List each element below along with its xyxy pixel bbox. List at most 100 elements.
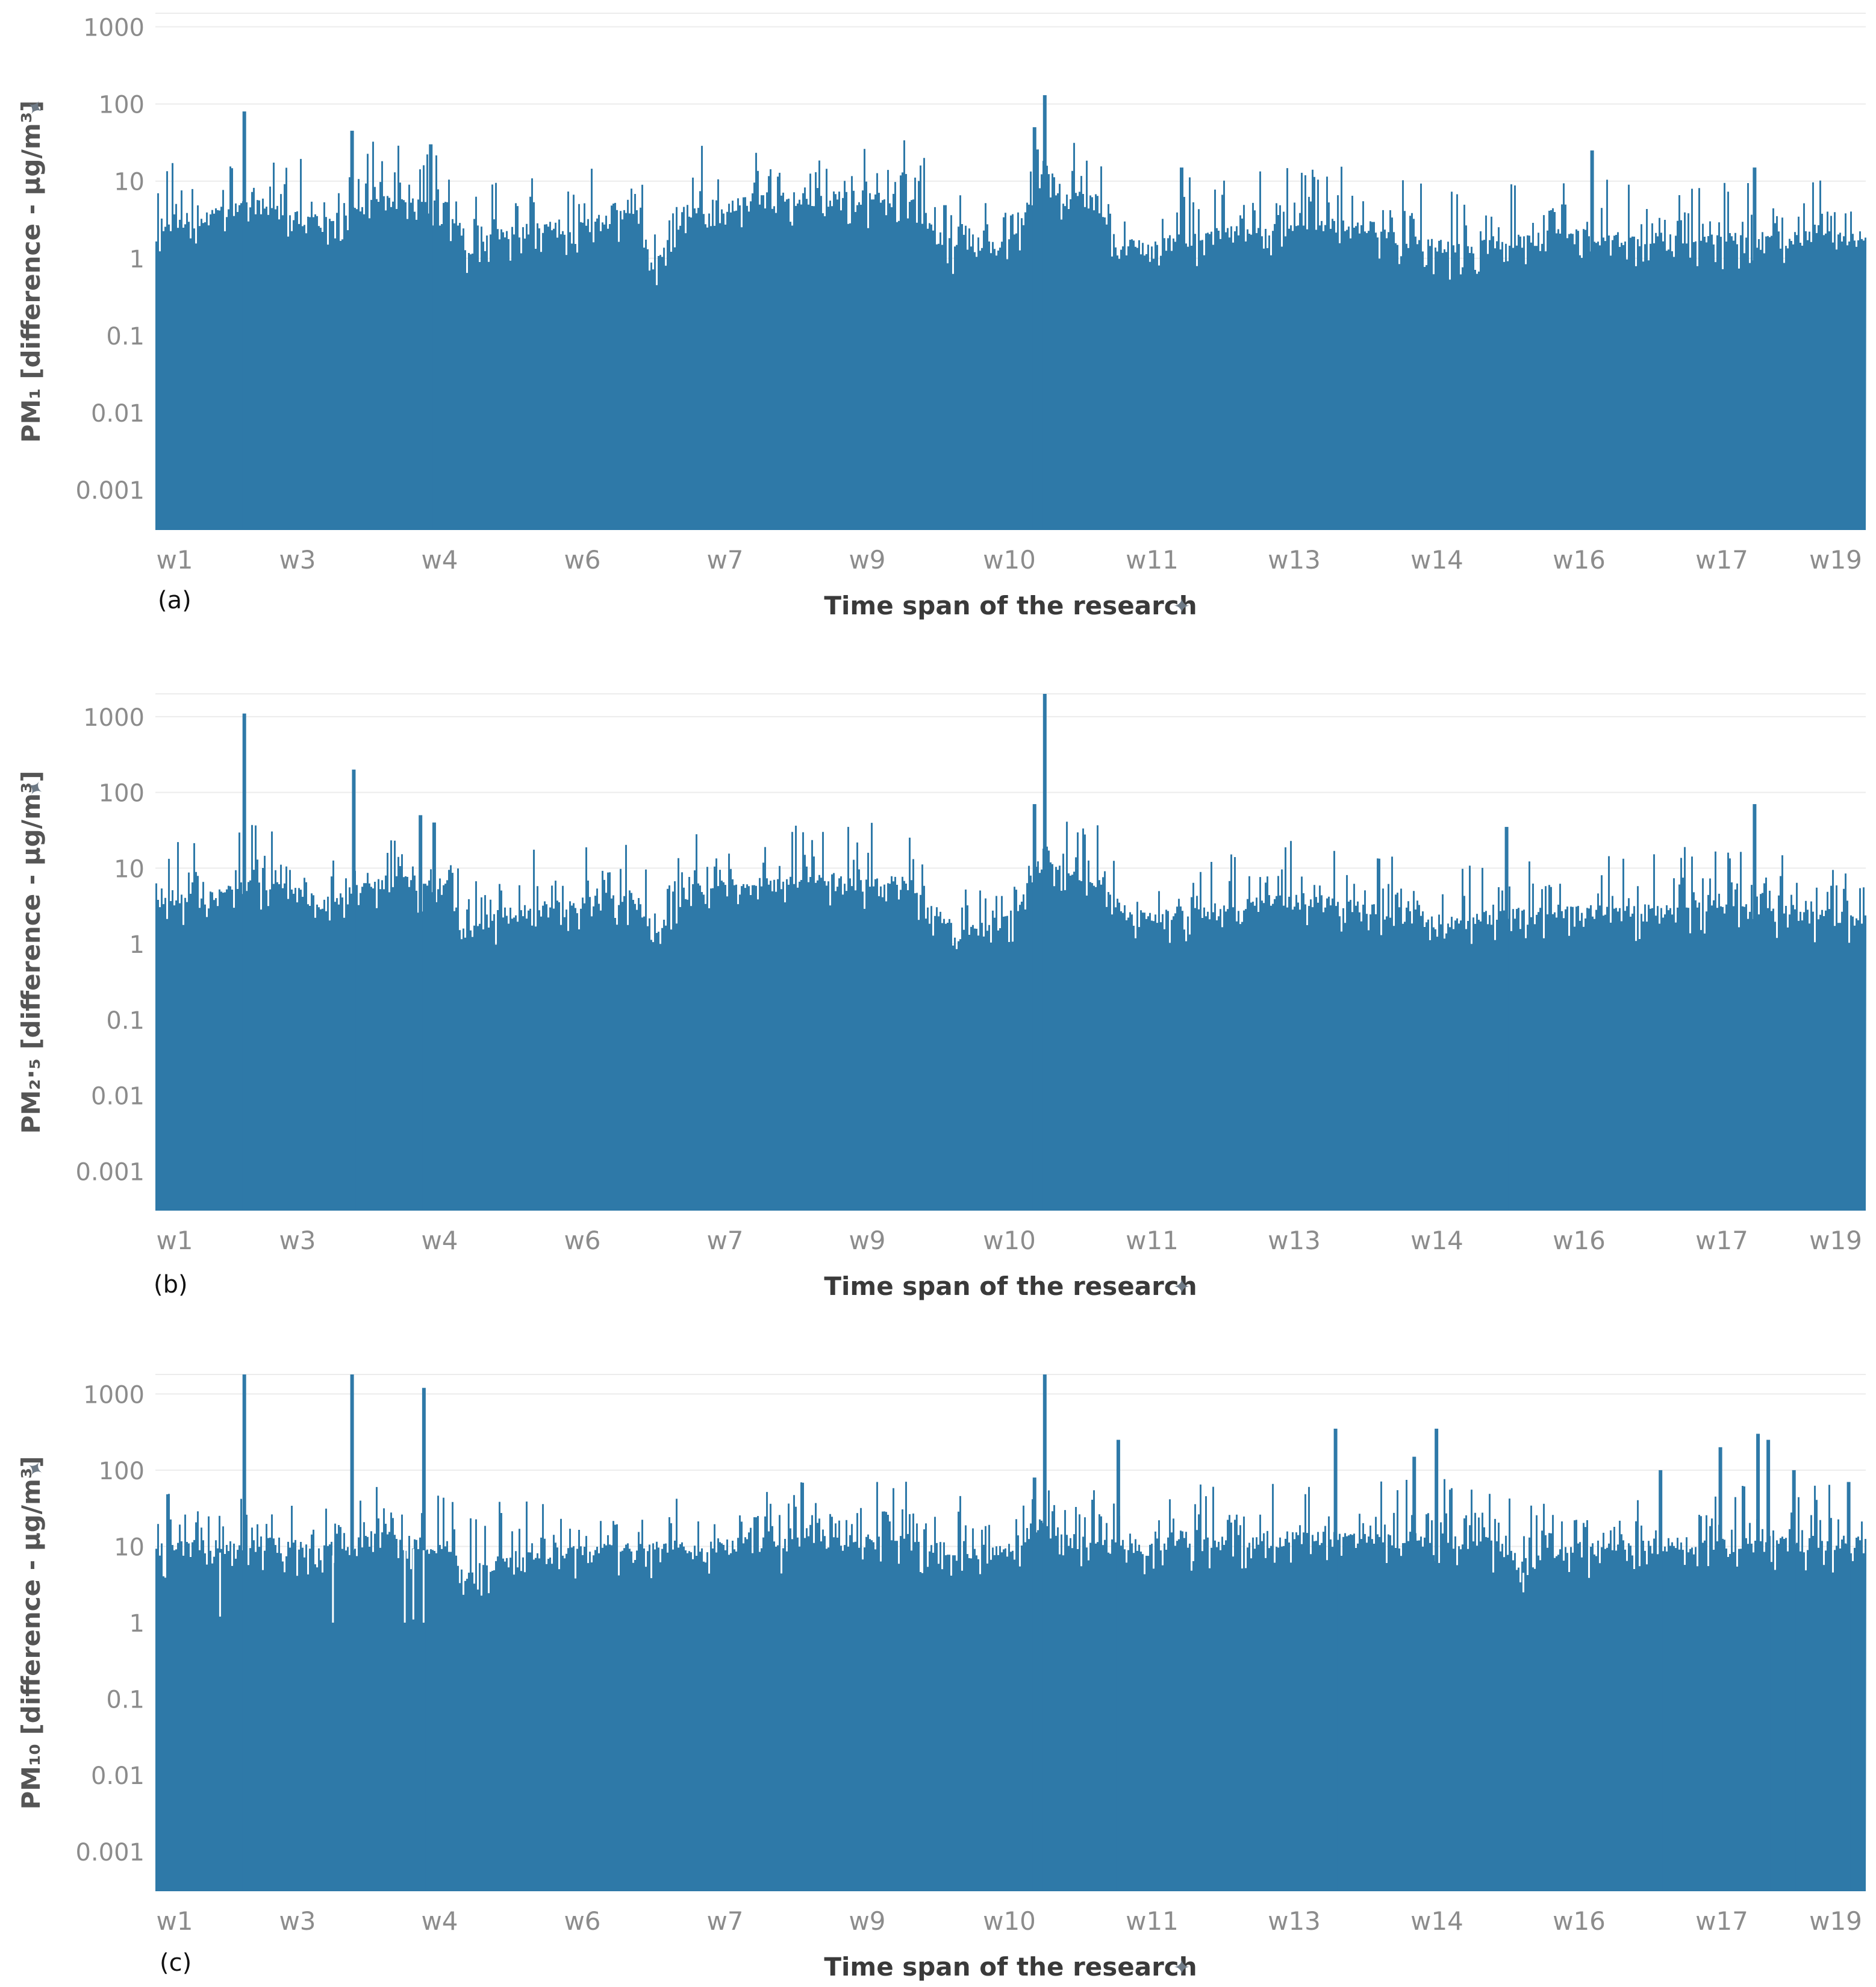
x-axis-label: Time span of the research xyxy=(824,591,1197,620)
bar-series xyxy=(155,694,1866,1211)
x-tick-label: w17 xyxy=(1695,545,1748,575)
x-tick-label: w13 xyxy=(1268,545,1321,575)
x-tick-label: w19 xyxy=(1809,1226,1862,1255)
x-tick-label: w10 xyxy=(983,1226,1036,1255)
bar-peak xyxy=(1792,1470,1796,1891)
x-tick-label: w17 xyxy=(1695,1226,1748,1255)
y-tick-label: 1000 xyxy=(83,14,145,42)
x-tick-label: w16 xyxy=(1553,1906,1606,1936)
x-tick-label: w6 xyxy=(564,545,600,575)
x-axis-label-group[interactable]: Time span of the research ✦ xyxy=(824,1271,1197,1301)
x-tick-label: w9 xyxy=(849,545,885,575)
y-tick-label: 0.1 xyxy=(106,323,145,351)
x-tick-label: w3 xyxy=(279,545,316,575)
x-axis-label-group[interactable]: Time span of the research ✦ xyxy=(824,1952,1197,1982)
x-tick-label: w4 xyxy=(421,1906,458,1936)
y-tick-label: 0.001 xyxy=(75,1158,145,1186)
bar-peak xyxy=(1846,1482,1851,1891)
bar-peak xyxy=(1333,1429,1338,1891)
y-axis-label: PM₂·₅ [difference - µg/m³] xyxy=(16,771,46,1134)
x-tick-label: w1 xyxy=(156,1226,193,1255)
bar-peak xyxy=(1032,127,1036,531)
bar-peak xyxy=(242,1374,246,1891)
y-tick-label: 0.01 xyxy=(91,1762,145,1790)
y-tick-label: 0.1 xyxy=(106,1007,145,1035)
bar-peak xyxy=(1659,1470,1663,1891)
y-tick-label: 10 xyxy=(114,169,145,196)
bar-series-area xyxy=(155,140,1866,530)
x-tick-label: w17 xyxy=(1695,1906,1748,1936)
x-tick-label: w1 xyxy=(156,1906,193,1936)
pin-icon[interactable]: ✦ xyxy=(1173,1276,1191,1299)
x-axis-label: Time span of the research xyxy=(824,1271,1197,1301)
bar-peak xyxy=(1042,95,1047,531)
x-axis-ticks: w1 w3 w4 w6 w7 w9 w10 w11 w13 w14 w16 w17 w19 xyxy=(156,1226,1862,1255)
bar-peak xyxy=(1435,1429,1439,1891)
panel-label: (b) xyxy=(154,1271,188,1299)
bar-peak xyxy=(422,1388,426,1891)
y-tick-label: 1000 xyxy=(83,704,145,732)
bar-dip xyxy=(422,1550,425,1623)
x-axis-label-group[interactable]: Time span of the research ✦ xyxy=(824,591,1197,620)
x-tick-label: w19 xyxy=(1809,1906,1862,1936)
y-axis-label: PM₁₀ [difference - µg/m³] xyxy=(16,1456,46,1810)
bar-dip xyxy=(332,1555,334,1623)
x-axis-ticks: w1 w3 w4 w6 w7 w9 w10 w11 w13 w14 w16 w17 w19 xyxy=(156,545,1862,575)
bar-peak xyxy=(1766,1440,1771,1891)
x-tick-label: w10 xyxy=(983,545,1036,575)
y-axis-ticks: 0.001 0.01 0.1 1 10 100 1000 xyxy=(75,14,145,505)
bar-peak xyxy=(1756,1433,1760,1891)
x-tick-label: w14 xyxy=(1410,1906,1463,1936)
y-tick-label: 0.1 xyxy=(106,1686,145,1714)
bar-peak xyxy=(1180,167,1183,530)
x-tick-label: w10 xyxy=(983,1906,1036,1936)
panel-label: (a) xyxy=(158,587,192,614)
bar-dip xyxy=(1522,1573,1524,1592)
y-tick-label: 1000 xyxy=(83,1381,145,1409)
x-tick-label: w16 xyxy=(1553,545,1606,575)
panel-label: (c) xyxy=(160,1949,192,1977)
y-axis-ticks: 0.001 0.01 0.1 1 10 100 1000 xyxy=(75,704,145,1186)
y-tick-label: 0.01 xyxy=(91,400,145,428)
bar-peak xyxy=(419,815,423,1211)
bar-peak xyxy=(1116,1440,1120,1891)
bar-series xyxy=(155,1374,1866,1891)
bar-peak xyxy=(1753,804,1757,1211)
x-tick-label: w1 xyxy=(156,545,193,575)
x-tick-label: w6 xyxy=(564,1906,600,1936)
bar-peak xyxy=(1032,1477,1036,1891)
bar-dip xyxy=(404,1547,406,1623)
x-tick-label: w13 xyxy=(1268,1226,1321,1255)
x-tick-label: w14 xyxy=(1410,545,1463,575)
bar-peak xyxy=(352,769,356,1211)
y-tick-label: 1 xyxy=(129,1610,145,1638)
bar-series-area xyxy=(155,1479,1866,1891)
bar-peak xyxy=(1032,804,1036,1211)
y-tick-label: 100 xyxy=(99,1458,145,1485)
y-tick-label: 10 xyxy=(114,855,145,883)
bar-peak xyxy=(1412,1456,1416,1891)
x-tick-label: w11 xyxy=(1126,545,1179,575)
y-tick-label: 1 xyxy=(129,931,145,959)
y-tick-label: 0.001 xyxy=(75,477,145,505)
bar-peak xyxy=(1718,1447,1722,1891)
x-tick-label: w4 xyxy=(421,545,458,575)
y-axis-ticks: 0.001 0.01 0.1 1 10 100 1000 xyxy=(75,1381,145,1866)
x-tick-label: w6 xyxy=(564,1226,600,1255)
bar-peak xyxy=(432,822,436,1211)
bar-peak xyxy=(242,111,246,530)
pin-icon[interactable]: ✦ xyxy=(1173,1957,1191,1979)
y-tick-label: 10 xyxy=(114,1533,145,1561)
pin-icon[interactable]: ✦ xyxy=(1173,596,1191,618)
x-tick-label: w16 xyxy=(1553,1226,1606,1255)
x-tick-label: w7 xyxy=(706,545,743,575)
x-tick-label: w7 xyxy=(706,1226,743,1255)
bar-dip xyxy=(412,1549,414,1620)
x-tick-label: w7 xyxy=(706,1906,743,1936)
x-tick-label: w9 xyxy=(849,1226,885,1255)
x-tick-label: w13 xyxy=(1268,1906,1321,1936)
bar-peak xyxy=(1753,167,1757,530)
